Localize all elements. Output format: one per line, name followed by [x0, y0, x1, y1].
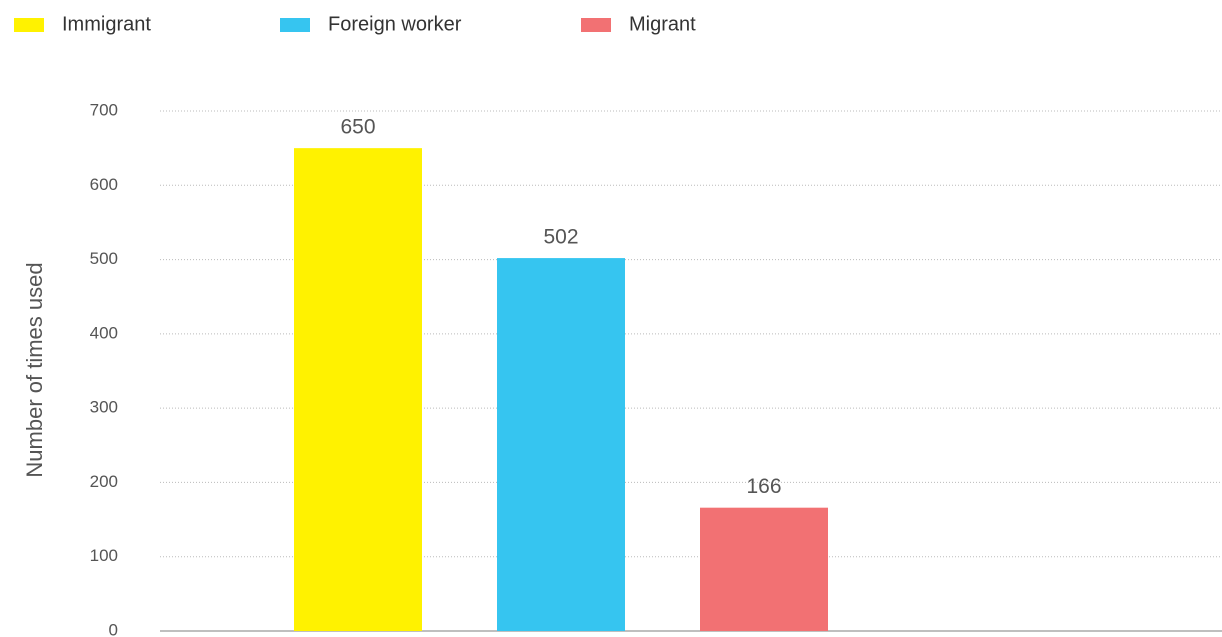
legend-swatch	[14, 18, 44, 32]
y-tick-label: 0	[109, 620, 118, 637]
legend-label: Migrant	[629, 13, 696, 35]
bar	[294, 148, 422, 631]
value-label: 166	[746, 475, 781, 498]
y-tick-label: 300	[90, 398, 118, 417]
value-label: 502	[543, 226, 578, 249]
y-tick-label: 100	[90, 546, 118, 565]
y-tick-label: 700	[90, 100, 118, 119]
legend-swatch	[280, 18, 310, 32]
bar	[700, 507, 828, 631]
legend-swatch	[581, 18, 611, 32]
y-tick-label: 500	[90, 249, 118, 268]
value-label: 650	[340, 116, 375, 139]
y-axis-label: Number of times used	[22, 262, 47, 477]
bar	[497, 258, 625, 631]
legend-label: Immigrant	[62, 13, 151, 35]
y-tick-label: 600	[90, 175, 118, 194]
y-tick-label: 200	[90, 472, 118, 491]
y-tick-label: 400	[90, 323, 118, 342]
legend-label: Foreign worker	[328, 13, 462, 35]
